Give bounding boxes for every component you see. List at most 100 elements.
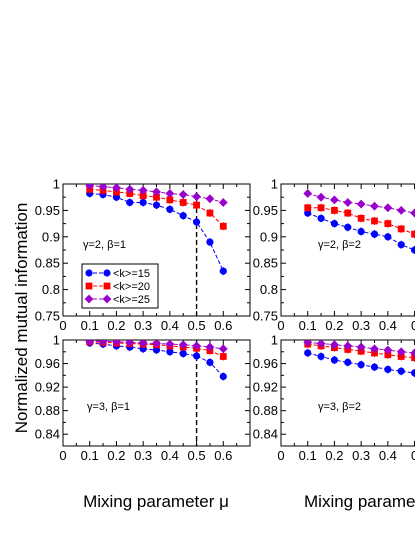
y-tick-label: 0.96 <box>35 356 60 371</box>
data-point <box>192 192 201 202</box>
data-point <box>85 340 95 346</box>
data-point <box>411 230 415 238</box>
data-point <box>384 365 392 374</box>
y-tick-label: 0.95 <box>35 203 60 218</box>
data-point <box>410 208 415 218</box>
legend-marker <box>103 282 111 290</box>
data-point <box>165 189 175 198</box>
legend-marker <box>103 269 111 277</box>
data-point <box>166 348 174 356</box>
data-point <box>219 353 227 360</box>
data-point <box>85 184 95 190</box>
data-point <box>344 209 352 217</box>
x-axis-title-right: Mixing parame <box>304 492 415 511</box>
data-point <box>410 348 415 358</box>
y-tick-label: 0.85 <box>253 256 278 271</box>
data-point <box>397 367 405 375</box>
y-tick-label: 0.92 <box>253 380 278 395</box>
y-tick-label: 0.95 <box>253 203 278 218</box>
x-tick-label: 0.3 <box>352 448 370 463</box>
data-point <box>357 214 365 222</box>
data-point <box>370 344 379 354</box>
data-point <box>152 346 161 354</box>
y-tick-label: 0.96 <box>253 356 278 371</box>
y-tick-label: 1 <box>53 177 60 192</box>
data-point <box>98 340 108 346</box>
y-tick-label: 0.8 <box>260 282 278 297</box>
x-tick-label: 0.1 <box>81 318 99 333</box>
data-point <box>112 193 121 201</box>
panel-annotation: γ=2, β=2 <box>318 239 361 251</box>
x-axis-title-left: Mixing parameter μ <box>83 492 229 511</box>
data-point <box>304 204 312 212</box>
legend-marker <box>85 282 93 290</box>
data-point <box>138 340 148 348</box>
data-point <box>396 206 406 215</box>
legend-label: <k>=15 <box>113 268 150 280</box>
data-point <box>330 340 339 350</box>
y-tick-label: 0.85 <box>35 256 60 271</box>
data-point <box>152 187 161 197</box>
panel-annotation: γ=3, β=2 <box>318 401 361 413</box>
data-point <box>303 340 313 347</box>
x-tick-label: 0.6 <box>214 318 232 333</box>
panel-annotation: γ=3, β=1 <box>87 401 130 413</box>
data-point <box>317 214 325 222</box>
data-point <box>330 220 339 228</box>
data-point <box>317 352 325 361</box>
x-tick-label: 0.5 <box>188 448 206 463</box>
data-point <box>411 354 415 362</box>
data-point <box>397 353 405 360</box>
x-tick-label: 0.2 <box>107 448 125 463</box>
legend-marker <box>84 294 94 304</box>
data-point <box>192 341 201 351</box>
data-point <box>219 267 227 275</box>
x-tick-label: 0.4 <box>161 448 179 463</box>
x-tick-label: 0.4 <box>379 448 397 463</box>
data-point <box>98 184 108 192</box>
x-tick-label: 0 <box>411 318 415 333</box>
data-point <box>125 340 135 347</box>
data-point <box>166 205 174 213</box>
y-tick-label: 0.88 <box>253 403 278 418</box>
x-tick-label: 0.1 <box>299 318 317 333</box>
data-point <box>356 199 366 209</box>
data-point <box>357 227 365 236</box>
data-point <box>316 192 326 202</box>
data-point <box>356 342 366 352</box>
series-group <box>85 184 228 276</box>
data-point <box>316 340 326 348</box>
data-point <box>397 241 405 249</box>
y-tick-label: 0.92 <box>35 380 60 395</box>
data-point <box>179 349 187 358</box>
legend-marker <box>102 294 112 304</box>
data-point <box>330 195 339 205</box>
data-point <box>179 212 187 220</box>
x-tick-label: 0.3 <box>134 318 152 333</box>
data-point <box>219 222 227 230</box>
x-tick-label: 0.1 <box>299 448 317 463</box>
data-point <box>396 347 406 357</box>
data-point <box>219 372 227 381</box>
data-point <box>138 185 148 195</box>
panel-annotation: γ=2, β=1 <box>83 239 126 251</box>
data-point <box>218 198 228 207</box>
y-tick-label: 0.9 <box>42 229 60 244</box>
data-point <box>303 189 313 198</box>
data-point <box>383 203 393 213</box>
panel-top-left: 0 0.1 0.2 0.3 0.4 0.5 0.6 0.75 0.8 0.85 0.9 0.95 1 γ=… <box>35 177 251 333</box>
x-tick-label: 0 <box>59 448 66 463</box>
data-point <box>165 340 175 349</box>
y-tick-label: 0.9 <box>260 229 278 244</box>
data-point <box>193 201 200 209</box>
x-tick-label: 0.2 <box>325 448 343 463</box>
panel-bottom-left: 0 0.1 0.2 0.3 0.4 0.5 0.6 0.84 0.88 0.92 0.96 1 γ=3,… <box>35 333 251 463</box>
x-tick-label: 0 <box>411 448 415 463</box>
data-point <box>192 352 201 360</box>
data-point <box>331 207 338 214</box>
legend-marker <box>85 269 93 277</box>
panels: 0 0.1 0.2 0.3 0.4 0.5 0.6 0.75 0.8 0.85 0.9 0.95 1 γ=… <box>35 177 415 463</box>
data-point <box>384 220 392 227</box>
data-point <box>357 361 365 369</box>
